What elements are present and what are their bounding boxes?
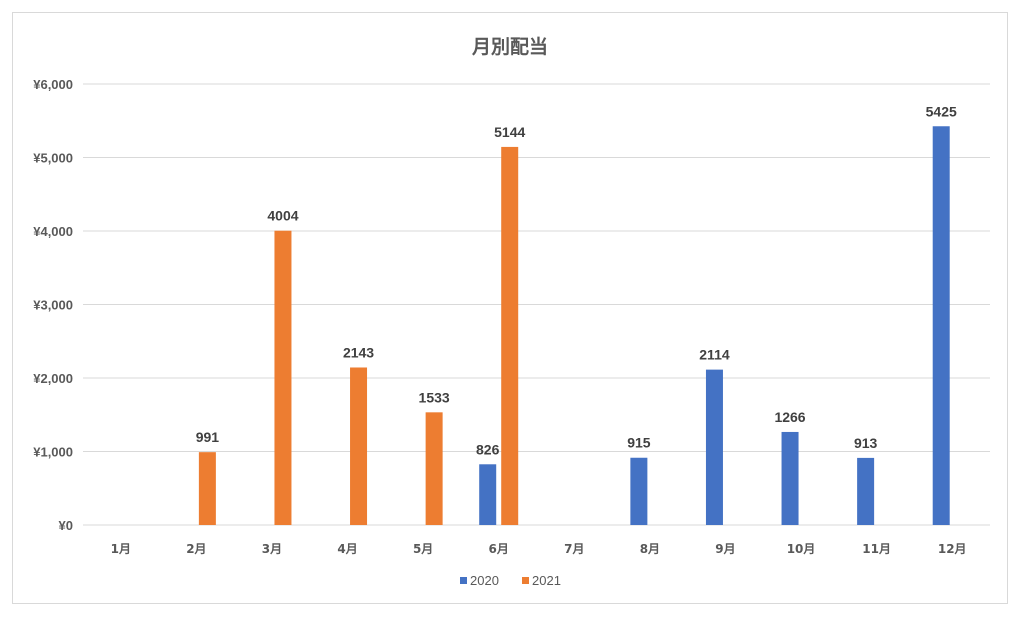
bar-2020 [857,457,875,525]
y-axis-tick-labels: ¥0 ¥1,000 ¥2,000 ¥3,000 ¥4,000 ¥5,000 ¥6,000 [33,77,73,533]
data-label: 991 [196,429,220,445]
data-label: 913 [854,435,878,451]
data-label: 5144 [494,124,525,140]
x-tick-label: 9月 [715,542,735,556]
y-tick-label: ¥5,000 [33,151,73,166]
data-label: 826 [476,441,500,457]
data-labels: 826 915 2114 1266 913 5425 991 4004 2143 1533 5144 [196,103,957,457]
y-tick-label: ¥3,000 [33,298,73,313]
data-label: 4004 [267,208,298,224]
data-label: 1533 [419,389,450,405]
x-tick-label: 11月 [862,542,891,556]
x-tick-label: 8月 [640,542,660,556]
bar-2020 [630,457,648,525]
chart-title: 月別配当 [471,35,548,58]
bar-2020 [781,431,799,525]
x-tick-label: 12月 [938,542,967,556]
x-tick-label: 6月 [489,542,509,556]
data-label: 915 [627,435,651,451]
x-tick-label: 2月 [186,542,206,556]
data-label: 5425 [926,103,957,119]
bar-2020 [705,369,723,525]
x-tick-label: 3月 [262,542,282,556]
legend-swatch [460,577,467,584]
bar-2021 [198,452,216,525]
x-tick-label: 1月 [111,542,131,556]
bar-2021 [501,146,519,525]
bar-2020 [932,126,950,525]
x-tick-label: 10月 [787,542,816,556]
data-label: 2114 [699,347,730,363]
y-tick-label: ¥0 [59,518,73,533]
legend-label: 2020 [470,573,499,588]
x-axis-tick-labels: 1月 2月 3月 4月 5月 6月 7月 8月 9月 10月 11月 12月 [111,542,967,556]
bar-2021 [274,230,292,525]
legend: 2020 2021 [460,573,561,588]
data-label: 1266 [774,409,805,425]
y-tick-label: ¥4,000 [33,224,73,239]
x-tick-label: 7月 [564,542,584,556]
y-tick-label: ¥2,000 [33,371,73,386]
legend-swatch [522,577,529,584]
bar-2021 [350,367,368,525]
y-tick-label: ¥6,000 [33,77,73,92]
data-label: 2143 [343,344,374,360]
bars [198,126,950,525]
y-tick-label: ¥1,000 [33,445,73,460]
legend-label: 2021 [532,573,561,588]
bar-2020 [479,464,497,525]
x-tick-label: 4月 [337,542,357,556]
gridlines [83,83,990,526]
x-tick-label: 5月 [413,542,433,556]
bar-2021 [425,412,443,525]
